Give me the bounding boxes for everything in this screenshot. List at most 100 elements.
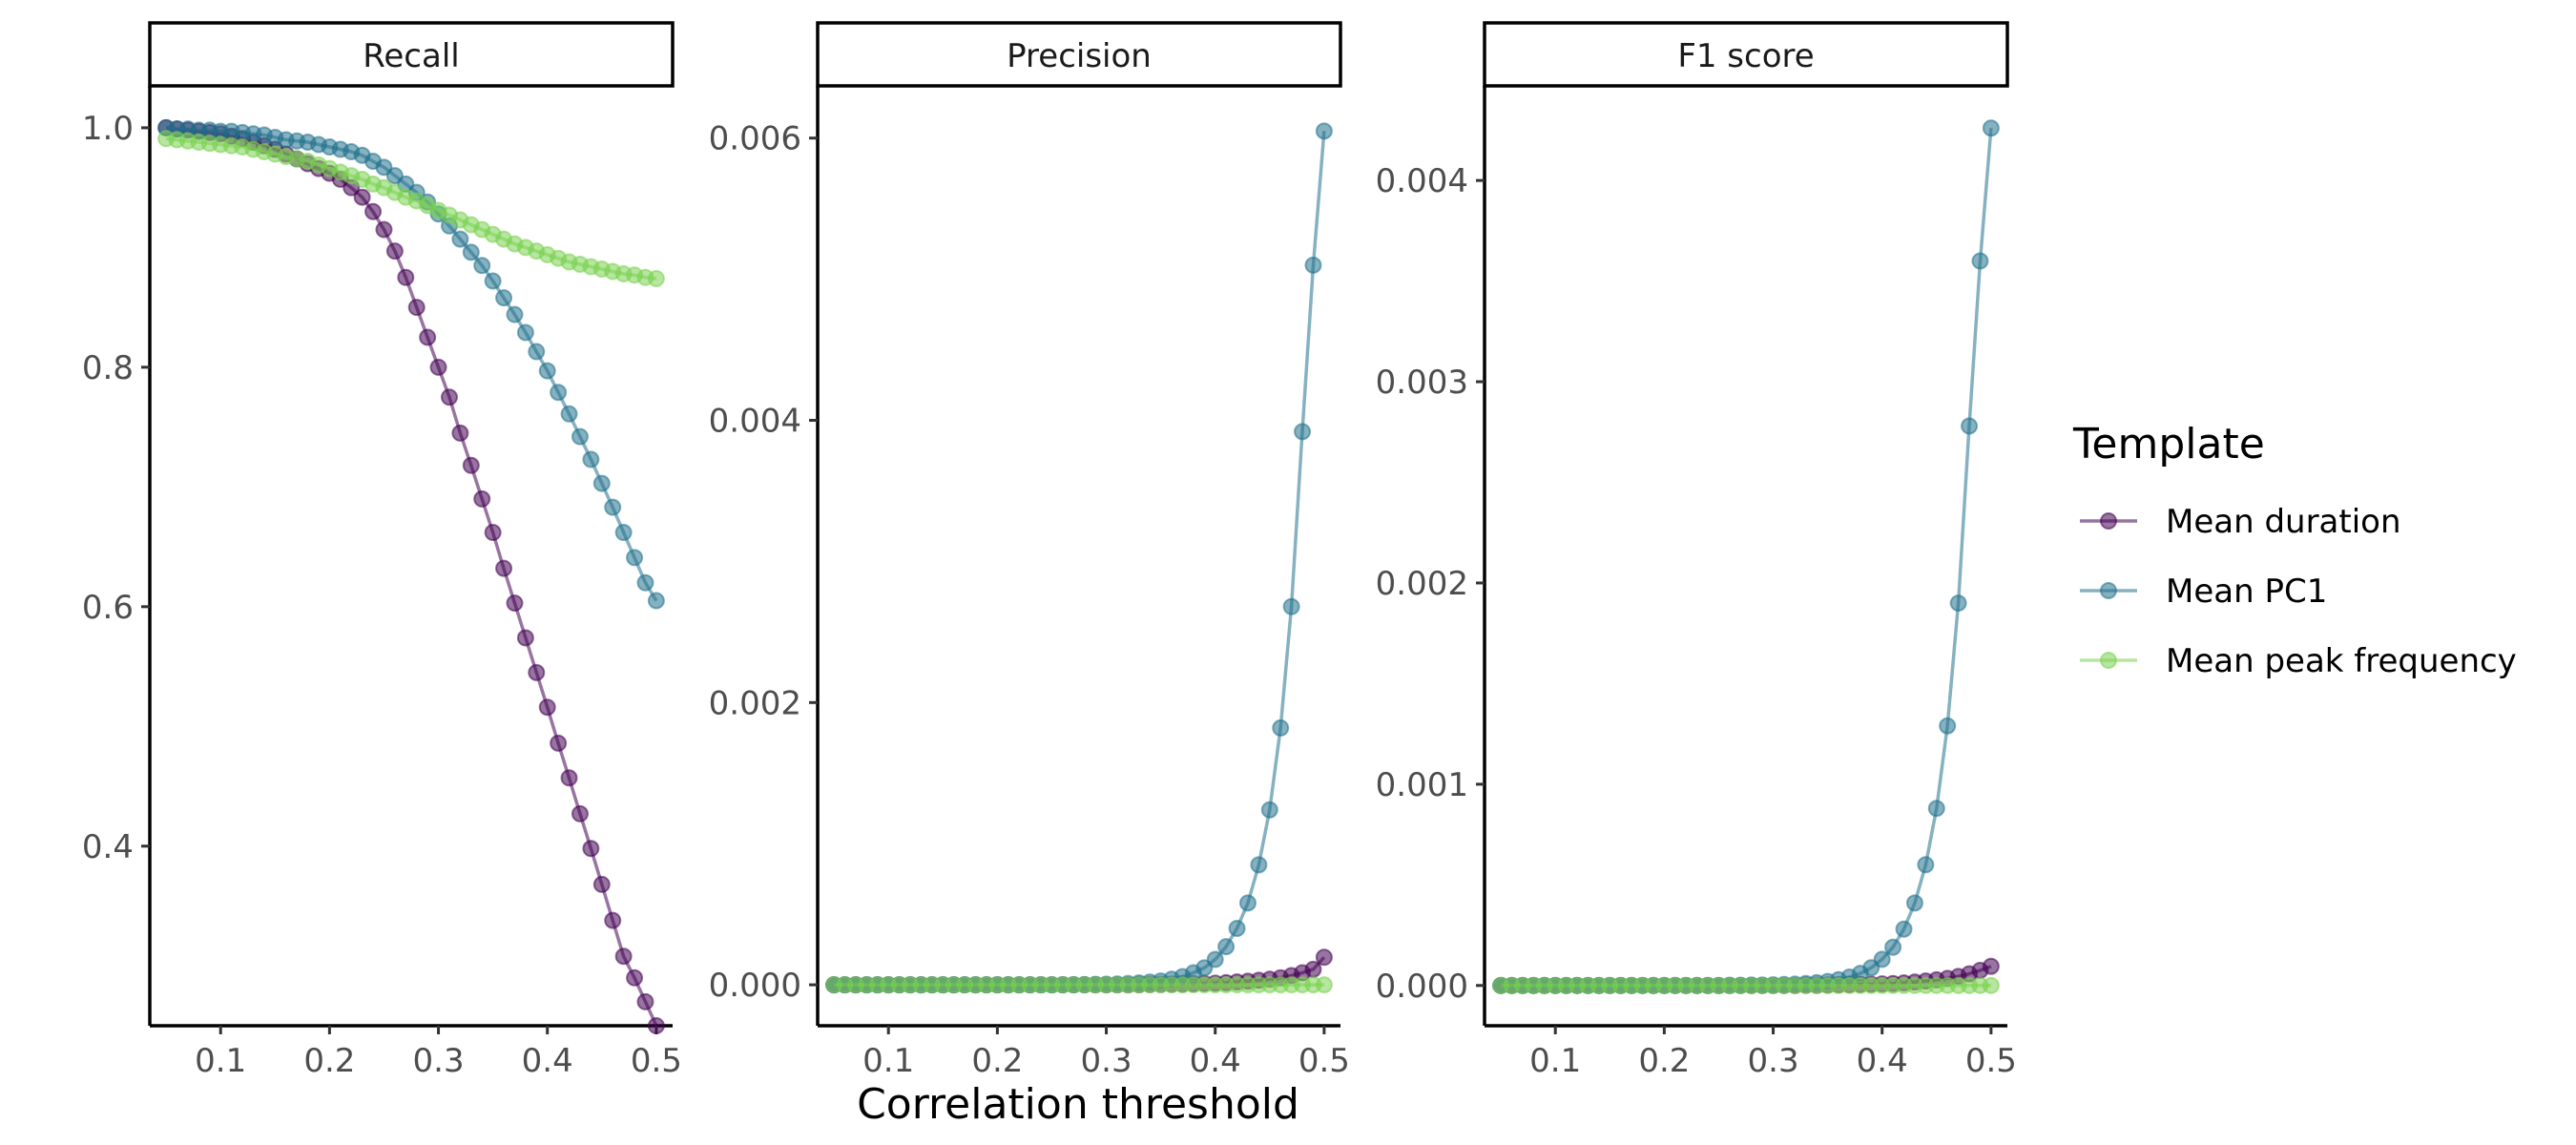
- facet-recall: Recall 0.4 0.6 0.8 1.0 0.1 0.2 0.3 0.4 0.5: [82, 21, 682, 1080]
- series-mean-peak-frequency: [825, 976, 1333, 994]
- data-point: [429, 358, 447, 376]
- y-tick-label: 0.8: [82, 349, 134, 387]
- data-point: [614, 947, 633, 966]
- series-line: [1501, 128, 1993, 988]
- data-point: [626, 968, 644, 987]
- x-tick-label: 0.5: [1298, 1042, 1350, 1080]
- y-tick-label: 0.004: [709, 403, 801, 441]
- facet-strip: [816, 21, 1342, 88]
- data-point: [560, 769, 578, 787]
- x-tick-label: 0.4: [522, 1042, 573, 1080]
- data-point: [495, 289, 513, 307]
- data-point: [1895, 920, 1913, 938]
- series-mean-pc1: [825, 122, 1333, 994]
- x-tick-label: 0.1: [195, 1042, 246, 1080]
- x-tick-label: 0.2: [1638, 1042, 1690, 1080]
- data-point: [1294, 423, 1312, 441]
- x-tick-label: 0.3: [1748, 1042, 1799, 1080]
- y-tick-label: 0.002: [709, 684, 801, 722]
- data-point: [1228, 919, 1246, 937]
- data-point: [1206, 950, 1224, 968]
- data-point: [506, 594, 524, 613]
- legend-label: Mean duration: [2166, 503, 2401, 541]
- facet-strip: [148, 21, 675, 88]
- series-mean-peak-frequency: [1492, 976, 2000, 994]
- x-axis-title: Correlation threshold: [857, 1080, 1299, 1129]
- legend-title: Template: [2072, 420, 2265, 468]
- data-point: [451, 424, 469, 442]
- data-point: [1982, 957, 2000, 975]
- data-point: [1250, 856, 1268, 874]
- facet-strip: [1483, 21, 2009, 88]
- data-point: [571, 427, 589, 446]
- data-point: [1304, 960, 1322, 978]
- legend: Template Mean duration Mean PC1 Mean peak …: [2072, 420, 2517, 680]
- y-tick-label: 0.4: [82, 828, 134, 866]
- data-point: [538, 362, 556, 380]
- legend-items: Mean duration Mean PC1 Mean peak frequency: [2080, 503, 2517, 680]
- data-point: [353, 188, 371, 206]
- data-point: [1315, 948, 1333, 967]
- data-point: [1315, 122, 1333, 140]
- data-point: [473, 489, 491, 508]
- x-tick-label: 0.3: [413, 1042, 465, 1080]
- facet-title: Recall: [363, 37, 459, 75]
- data-point: [1272, 718, 1290, 737]
- series-line: [834, 131, 1326, 987]
- data-point: [419, 328, 437, 346]
- data-point: [528, 343, 546, 361]
- data-point: [1971, 252, 1989, 270]
- data-point: [1217, 938, 1236, 956]
- data-point: [397, 268, 415, 286]
- data-point: [484, 524, 502, 542]
- data-point: [592, 875, 611, 893]
- data-point: [550, 384, 568, 402]
- data-point: [1982, 976, 2000, 994]
- x-tick-label: 0.4: [1190, 1042, 1241, 1080]
- legend-key-point: [2100, 652, 2117, 669]
- y-tick-label: 0.002: [1376, 565, 1468, 603]
- data-point: [462, 456, 480, 474]
- data-point: [604, 498, 622, 516]
- facet-title: F1 score: [1677, 37, 1814, 75]
- data-point: [604, 911, 622, 929]
- series-mean-pc1: [1492, 119, 2000, 994]
- data-point: [1873, 950, 1891, 968]
- data-point: [495, 559, 513, 577]
- x-tick-label: 0.5: [1965, 1042, 2017, 1080]
- x-tick-label: 0.2: [971, 1042, 1023, 1080]
- data-point: [484, 272, 502, 290]
- facet-precision: Precision 0.000 0.002 0.004 0.006 0.1 0.2 0.3 0.…: [709, 21, 1350, 1080]
- data-point: [1315, 976, 1333, 994]
- data-point: [550, 734, 568, 752]
- data-point: [1282, 597, 1300, 615]
- data-point: [528, 663, 546, 681]
- x-tick-label: 0.1: [862, 1042, 914, 1080]
- legend-label: Mean PC1: [2166, 572, 2327, 611]
- data-point: [1982, 119, 2000, 137]
- data-point: [560, 405, 578, 423]
- data-point: [516, 323, 534, 342]
- data-point: [636, 992, 654, 1010]
- data-point: [538, 698, 556, 717]
- x-tick-label: 0.5: [631, 1042, 682, 1080]
- legend-label: Mean peak frequency: [2166, 642, 2517, 680]
- data-point: [647, 270, 665, 288]
- y-tick-label: 1.0: [82, 110, 134, 148]
- legend-item: Mean peak frequency: [2080, 642, 2517, 680]
- data-point: [407, 299, 426, 317]
- x-tick-label: 0.2: [303, 1042, 355, 1080]
- facet-title: Precision: [1007, 37, 1152, 75]
- data-point: [647, 1017, 665, 1034]
- data-point: [1949, 594, 1967, 613]
- data-point: [1238, 894, 1257, 912]
- data-point: [473, 257, 491, 275]
- y-tick-label: 0.004: [1376, 162, 1468, 200]
- y-tick-label: 0.003: [1376, 364, 1468, 402]
- data-point: [440, 388, 458, 406]
- data-point: [626, 549, 644, 567]
- x-tick-label: 0.4: [1857, 1042, 1908, 1080]
- data-point: [1905, 894, 1923, 912]
- data-point: [1927, 800, 1945, 818]
